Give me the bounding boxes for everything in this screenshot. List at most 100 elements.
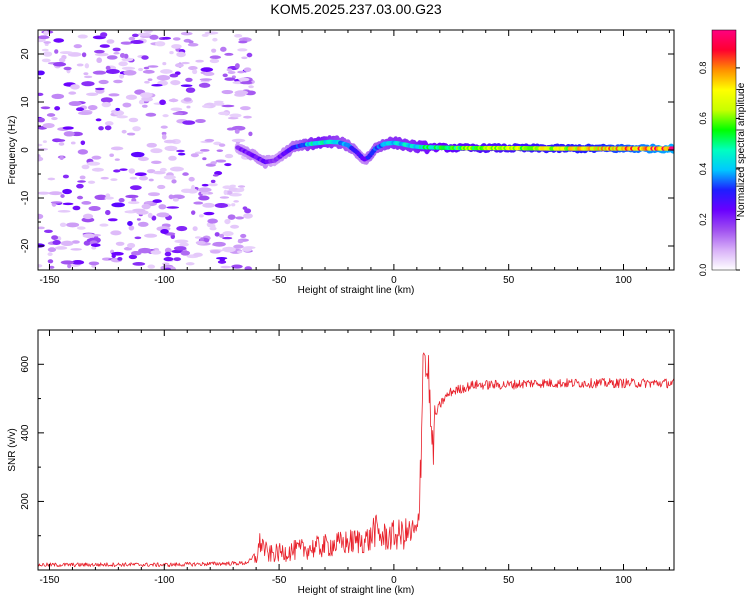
snr-ticks (38, 329, 674, 570)
spectrogram-noise-cell (54, 49, 59, 54)
spectrogram-noise-cell (213, 102, 225, 106)
spectrogram-noise-cell (210, 161, 217, 165)
colorbar-tick-label: 0.2 (698, 213, 708, 226)
spectrogram-noise-cell (147, 264, 156, 269)
spectrogram-noise-cell (105, 209, 111, 216)
spectrogram-noise-cell (54, 246, 68, 250)
spectrogram-noise-cell (106, 39, 115, 44)
spectrogram-noise-cell (229, 184, 237, 188)
spectrogram-noise-cell (169, 73, 179, 78)
spectrogram-noise-cell (173, 257, 182, 262)
spectrogram-noise-cell (152, 199, 163, 203)
spectrogram-noise-cell (223, 189, 228, 196)
spectrogram-noise-cell (88, 261, 100, 266)
spectrogram-noise-cell (118, 198, 125, 203)
spectrogram-noise-cell (127, 201, 140, 205)
spectrogram-noise-cell (81, 164, 90, 170)
spectrogram-noise-cell (234, 90, 249, 95)
spectrogram-noise-cell (160, 69, 173, 74)
spectrogram-noise-cell (177, 152, 186, 156)
spectrogram-noise-cell (234, 63, 240, 69)
spectrogram-noise-cell (238, 40, 248, 44)
spectrogram-noise-cell (121, 57, 134, 62)
spectrogram-noise-cell (179, 242, 189, 247)
spectrogram-noise-cell (248, 131, 253, 137)
spectrogram-noise-cell (94, 194, 108, 201)
spectrogram-noise-cell (125, 94, 138, 100)
colorbar-ticks: 0.0 0.2 0.4 0.6 0.8 (698, 62, 740, 276)
spectrogram-noise-cell (138, 247, 152, 254)
spectrogram-noise-cell (198, 214, 204, 218)
spectrogram-ticks (38, 29, 674, 271)
spectrogram-noise-cell (182, 172, 189, 176)
spectrogram-noise-cell (139, 175, 149, 181)
spectrogram-noise-cell (38, 226, 45, 230)
snr-y-tick-labels: 200 400 600 (20, 356, 31, 510)
spectrogram-noise-cell (238, 77, 250, 82)
spectrogram-x-tick-label: -150 (39, 275, 59, 286)
spectrogram-noise-cell (143, 30, 153, 34)
spectrogram-noise-cell (224, 77, 236, 81)
spectrogram-noise-cell (95, 87, 105, 91)
spectrogram-noise-cell (83, 75, 93, 79)
spectrogram-noise-cell (105, 68, 120, 74)
spectrogram-noise-cell (162, 36, 172, 40)
spectrogram-noise-cell (128, 117, 139, 123)
spectrogram-noise-cell (231, 203, 236, 207)
spectrogram-noise-cell (108, 93, 120, 97)
spectrogram-noise-cell (94, 52, 109, 57)
spectrogram-noise-cell (141, 97, 154, 102)
spectrogram-noise-cell (63, 66, 72, 71)
spectrogram-noise-cell (159, 167, 167, 172)
spectrogram-x-tick-label: -100 (154, 275, 174, 286)
spectrogram-noise-cell (248, 85, 254, 89)
spectrogram-noise-cell (224, 218, 231, 225)
spectrogram-noise-cell (222, 231, 234, 237)
spectrogram-noise-cell (128, 225, 135, 231)
spectrogram-noise-cell (200, 71, 205, 75)
spectrogram-noise-cell (239, 81, 253, 85)
spectrogram-noise-cell (142, 69, 155, 74)
spectrogram-noise-cell (98, 79, 109, 85)
spectrogram-noise-cell (187, 42, 199, 47)
spectrogram-noise-cell (163, 257, 174, 262)
spectrogram-noise-cell (220, 46, 227, 52)
spectrogram-noise-cell (138, 67, 144, 72)
spectrogram-noise-cell (104, 121, 114, 126)
spectrogram-noise-cell (149, 34, 159, 40)
spectrogram-noise-cell (46, 113, 56, 117)
spectrogram-noise-cell (158, 204, 167, 210)
spectrogram-noise-cell (197, 187, 212, 193)
spectrogram-noise-cell (127, 242, 136, 249)
spectrogram-noise-cell (59, 51, 73, 55)
spectrogram-noise-cell (202, 202, 215, 208)
spectrogram-noise-cell (190, 153, 199, 158)
spectrogram-noise-cell (204, 31, 219, 35)
spectrogram-noise-cell (144, 201, 153, 204)
spectrogram-noise-cell (134, 172, 147, 177)
spectrogram-noise-cell (160, 125, 168, 129)
spectrogram-y-axis-label: Frequency (Hz) (7, 116, 18, 185)
spectrogram-noise-cell (199, 78, 213, 81)
spectrogram-y-tick-label: 0 (20, 147, 31, 153)
spectrogram-noise-cell (209, 249, 221, 254)
spectrogram-noise-cell (86, 161, 101, 166)
spectrogram-noise-cell (111, 251, 124, 256)
spectrogram-noise-cell (147, 192, 161, 197)
spectrogram-y-tick-label: 20 (20, 48, 31, 60)
spectrogram-noise-cell (137, 32, 152, 36)
spectrogram-noise-cell (105, 65, 111, 71)
spectrogram-noise-cell (240, 233, 247, 239)
spectrogram-noise-cell (164, 247, 172, 254)
spectrogram-noise-cell (113, 52, 120, 55)
spectrogram-noise-cell (38, 191, 50, 195)
spectrogram-noise-cell (168, 194, 174, 200)
spectrogram-noise-cell (146, 142, 157, 148)
spectrogram-noise-cell (137, 156, 149, 162)
spectrogram-noise-cell (201, 33, 209, 37)
spectrogram-noise-cell (147, 212, 153, 219)
spectrogram-noise-cell (43, 229, 53, 234)
spectrogram-noise-cell (180, 188, 193, 193)
spectrogram-noise-cell (100, 176, 109, 180)
spectrogram-noise-cell (107, 218, 118, 222)
